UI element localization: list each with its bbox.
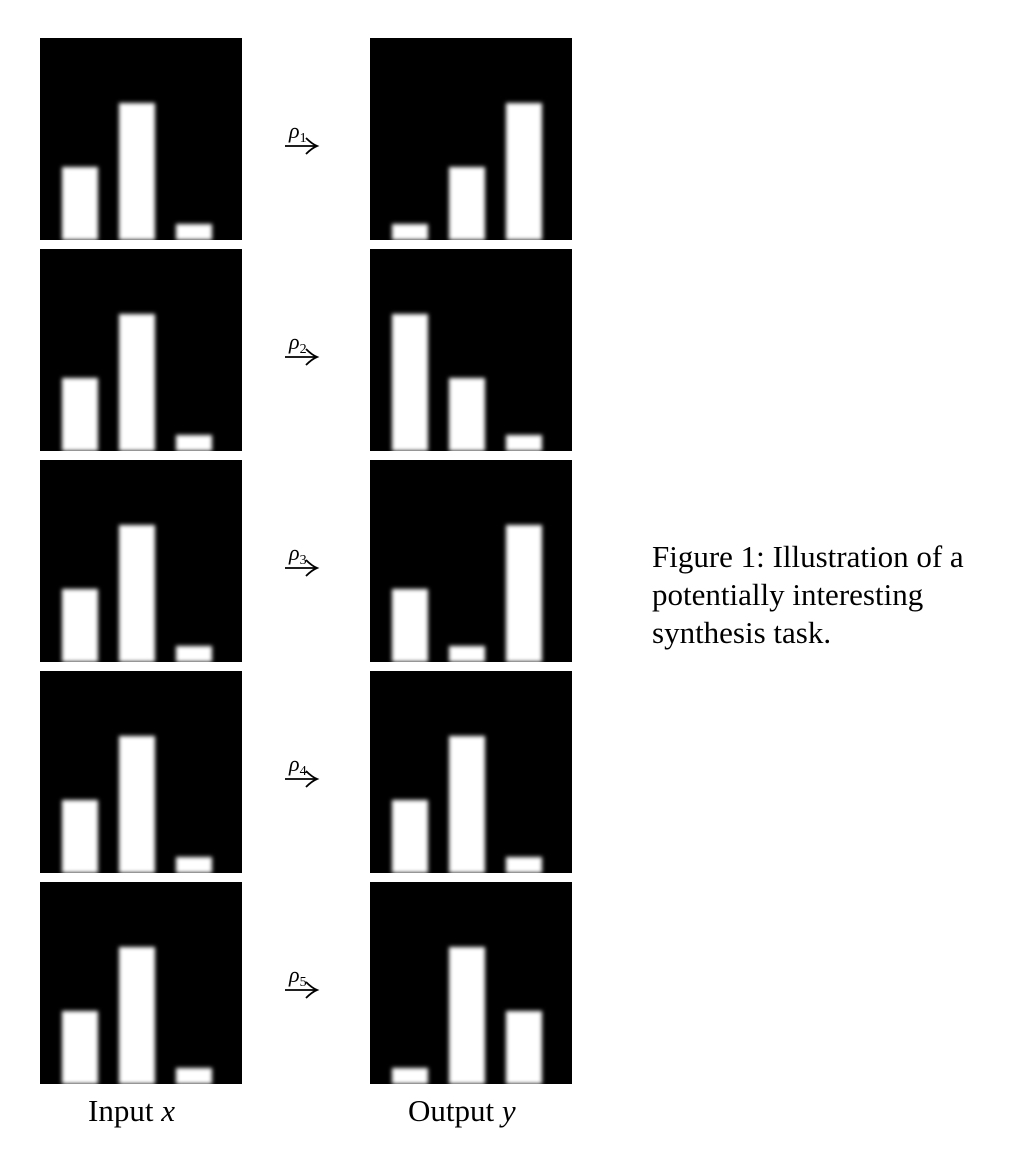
output-bar-3 bbox=[506, 103, 542, 240]
right-arrow-icon bbox=[285, 559, 320, 577]
output-bar-2 bbox=[449, 167, 485, 240]
output-bar-1 bbox=[392, 800, 428, 873]
input-bar-3 bbox=[176, 224, 212, 240]
rho-label-1: ρ1 bbox=[289, 118, 307, 146]
right-arrow-icon bbox=[285, 348, 320, 366]
output-bar-1 bbox=[392, 224, 428, 240]
input-panel-5 bbox=[40, 882, 242, 1084]
rho-label-2: ρ2 bbox=[289, 329, 307, 357]
output-panel-4 bbox=[370, 671, 572, 873]
input-bar-1 bbox=[62, 378, 98, 451]
rho-label-4: ρ4 bbox=[289, 751, 307, 779]
right-arrow-icon bbox=[285, 981, 320, 999]
rho-label-5: ρ5 bbox=[289, 962, 307, 990]
output-bar-3 bbox=[506, 1011, 542, 1084]
input-caption-word: Input bbox=[88, 1093, 154, 1128]
input-panel-3 bbox=[40, 460, 242, 662]
transform-arrow-1: ρ1 bbox=[282, 120, 342, 170]
input-bar-2 bbox=[119, 103, 155, 240]
output-panel-3 bbox=[370, 460, 572, 662]
input-bar-2 bbox=[119, 947, 155, 1084]
output-bar-2 bbox=[449, 947, 485, 1084]
output-bar-3 bbox=[506, 525, 542, 662]
transform-arrow-5: ρ5 bbox=[282, 964, 342, 1014]
output-caption: Output y bbox=[408, 1095, 516, 1126]
input-bar-2 bbox=[119, 314, 155, 451]
input-bar-3 bbox=[176, 646, 212, 662]
input-bar-3 bbox=[176, 857, 212, 873]
output-bar-3 bbox=[506, 857, 542, 873]
right-arrow-icon bbox=[285, 137, 320, 155]
transform-arrow-3: ρ3 bbox=[282, 542, 342, 592]
input-bar-2 bbox=[119, 525, 155, 662]
input-panel-1 bbox=[40, 38, 242, 240]
rho-label-3: ρ3 bbox=[289, 540, 307, 568]
transform-arrow-4: ρ4 bbox=[282, 753, 342, 803]
right-arrow-icon bbox=[285, 770, 320, 788]
output-bar-3 bbox=[506, 435, 542, 451]
input-panel-4 bbox=[40, 671, 242, 873]
output-caption-word: Output bbox=[408, 1093, 495, 1128]
input-bar-1 bbox=[62, 1011, 98, 1084]
output-bar-2 bbox=[449, 646, 485, 662]
output-panel-5 bbox=[370, 882, 572, 1084]
output-bar-1 bbox=[392, 314, 428, 451]
figure-caption-prefix: Figure 1: bbox=[652, 539, 765, 574]
output-caption-var: y bbox=[501, 1093, 516, 1128]
input-caption-var: x bbox=[161, 1093, 175, 1128]
transform-arrow-2: ρ2 bbox=[282, 331, 342, 381]
input-bar-3 bbox=[176, 435, 212, 451]
output-bar-1 bbox=[392, 589, 428, 662]
input-bar-3 bbox=[176, 1068, 212, 1084]
figure-caption: Figure 1: Illustration of a potentially … bbox=[652, 538, 1012, 652]
input-caption: Input x bbox=[88, 1095, 175, 1126]
output-bar-2 bbox=[449, 736, 485, 873]
output-bar-2 bbox=[449, 378, 485, 451]
output-panel-1 bbox=[370, 38, 572, 240]
input-bar-2 bbox=[119, 736, 155, 873]
input-panel-2 bbox=[40, 249, 242, 451]
input-bar-1 bbox=[62, 800, 98, 873]
figure-caption-text: Illustration of a potentially interestin… bbox=[652, 539, 964, 650]
output-bar-1 bbox=[392, 1068, 428, 1084]
input-bar-1 bbox=[62, 167, 98, 240]
output-panel-2 bbox=[370, 249, 572, 451]
input-bar-1 bbox=[62, 589, 98, 662]
